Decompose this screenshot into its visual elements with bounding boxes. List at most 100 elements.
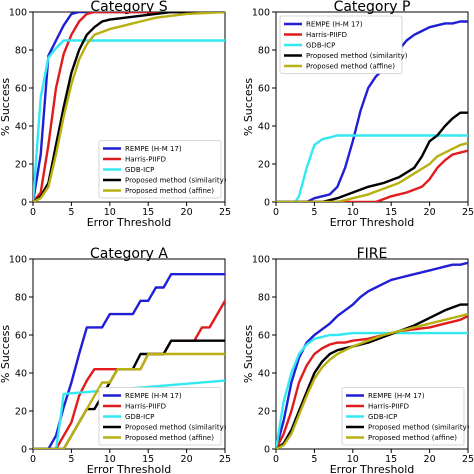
- legend-label-proposed-method-similarity: Proposed method (similarity): [125, 424, 227, 432]
- chart-panel-category-a: 0 5 10 15 20 25 0 20 40 60 80 100 Category A Error Th…: [0, 246, 231, 474]
- y-tick-label: 80: [15, 293, 27, 304]
- x-tick-label: 25: [219, 207, 231, 218]
- x-tick-label: 5: [311, 454, 317, 465]
- y-tick-label: 60: [258, 331, 270, 342]
- x-tick-label: 25: [462, 207, 474, 218]
- y-tick-label: 80: [15, 46, 27, 57]
- x-tick-label: 20: [424, 207, 436, 218]
- y-tick-label: 80: [258, 293, 270, 304]
- y-tick-label: 100: [9, 8, 27, 19]
- series-line-proposed-method-affine: [33, 352, 225, 449]
- legend-label-harris-piifd: Harris-PIIFD: [125, 403, 166, 411]
- x-axis-label: Error Threshold: [330, 463, 415, 474]
- series-line-proposed-method-similarity: [276, 303, 468, 449]
- x-tick-label: 10: [104, 454, 116, 465]
- chart-panel-fire: 0 5 10 15 20 25 0 20 40 60 80 100 FIRE Error Threshol…: [242, 246, 474, 474]
- x-tick-label: 20: [424, 454, 436, 465]
- y-tick-label: 20: [15, 407, 27, 418]
- y-tick-label: 80: [258, 46, 270, 57]
- x-tick-label: 15: [385, 207, 397, 218]
- x-tick-label: 15: [142, 454, 154, 465]
- series-line-proposed-method-similarity: [276, 111, 468, 202]
- chart-panel-category-p: 0 5 10 15 20 25 0 20 40 60 80 100 Category P Error Th…: [242, 0, 474, 229]
- y-axis-label: % Success: [0, 78, 12, 136]
- legend-box: [98, 140, 222, 199]
- legend-label-rempe-h-m-17: REMPE (H-M 17): [125, 145, 182, 153]
- x-tick-label: 15: [142, 207, 154, 218]
- y-tick-label: 40: [15, 369, 27, 380]
- legend-label-gdb-icp: GDB-ICP: [368, 413, 397, 421]
- series-line-rempe-h-m-17: [276, 261, 468, 449]
- x-axis-label: Error Threshold: [87, 463, 172, 474]
- series-line-proposed-method-affine: [276, 312, 468, 449]
- legend-label-harris-piifd: Harris-PIIFD: [368, 403, 409, 411]
- y-tick-label: 0: [21, 198, 27, 209]
- legend-label-harris-piifd: Harris-PIIFD: [306, 31, 347, 39]
- y-tick-label: 60: [258, 84, 270, 95]
- series-line-proposed-method-similarity: [33, 12, 225, 202]
- x-axis-label: Error Threshold: [330, 216, 415, 229]
- x-tick-label: 0: [273, 454, 279, 465]
- chart-title: Category A: [90, 246, 168, 262]
- series-line-gdb-icp: [276, 134, 468, 202]
- x-tick-label: 25: [219, 454, 231, 465]
- chart-title: Category P: [334, 0, 411, 15]
- y-tick-label: 20: [258, 407, 270, 418]
- chart-panel-category-s: 0 5 10 15 20 25 0 20 40 60 80 100 Category S Error Th…: [0, 0, 231, 229]
- x-tick-label: 20: [181, 207, 193, 218]
- y-axis-label: % Success: [242, 325, 255, 383]
- y-tick-label: 40: [15, 122, 27, 133]
- legend-label-proposed-method-similarity: Proposed method (similarity): [306, 52, 408, 60]
- legend-label-proposed-method-affine: Proposed method (affine): [368, 434, 457, 442]
- legend: REMPE (H-M 17) Harris-PIIFD GDB-ICP Propose…: [341, 387, 470, 446]
- y-axis-label: % Success: [0, 325, 12, 383]
- y-tick-label: 40: [258, 122, 270, 133]
- series-line-harris-piifd: [33, 12, 225, 202]
- series-line-harris-piifd: [276, 314, 468, 449]
- legend-box: [98, 387, 222, 446]
- y-tick-label: 100: [9, 255, 27, 266]
- legend: REMPE (H-M 17) Harris-PIIFD GDB-ICP Propose…: [98, 387, 227, 446]
- legend-label-proposed-method-affine: Proposed method (affine): [306, 63, 395, 71]
- x-tick-label: 20: [181, 454, 193, 465]
- y-tick-label: 40: [258, 369, 270, 380]
- x-tick-label: 10: [104, 207, 116, 218]
- legend: REMPE (H-M 17) Harris-PIIFD GDB-ICP Propose…: [98, 140, 227, 199]
- y-tick-label: 20: [15, 160, 27, 171]
- legend-box: [279, 15, 403, 74]
- legend-label-proposed-method-affine: Proposed method (affine): [125, 434, 214, 442]
- legend-box: [341, 387, 465, 446]
- series-line-rempe-h-m-17: [33, 273, 225, 449]
- x-tick-label: 0: [273, 207, 279, 218]
- legend-label-gdb-icp: GDB-ICP: [125, 413, 154, 421]
- y-axis-label: % Success: [242, 78, 255, 136]
- y-tick-label: 0: [264, 198, 270, 209]
- legend-label-harris-piifd: Harris-PIIFD: [125, 156, 166, 164]
- x-tick-label: 5: [68, 207, 74, 218]
- x-tick-label: 10: [347, 454, 359, 465]
- y-tick-label: 0: [264, 445, 270, 456]
- x-axis-label: Error Threshold: [87, 216, 172, 229]
- x-tick-label: 0: [30, 207, 36, 218]
- legend-label-proposed-method-similarity: Proposed method (similarity): [125, 177, 227, 185]
- x-tick-label: 5: [68, 454, 74, 465]
- legend: REMPE (H-M 17) Harris-PIIFD GDB-ICP Propose…: [279, 15, 408, 74]
- x-tick-label: 5: [311, 207, 317, 218]
- series-line-harris-piifd: [276, 149, 468, 202]
- x-tick-label: 0: [30, 454, 36, 465]
- x-tick-label: 10: [347, 207, 359, 218]
- chart-title: FIRE: [357, 246, 388, 262]
- legend-label-proposed-method-affine: Proposed method (affine): [125, 187, 214, 195]
- x-tick-label: 15: [385, 454, 397, 465]
- series-line-rempe-h-m-17: [33, 12, 225, 202]
- legend-label-rempe-h-m-17: REMPE (H-M 17): [306, 21, 363, 29]
- series-line-proposed-method-affine: [33, 12, 225, 202]
- y-tick-label: 0: [21, 445, 27, 456]
- legend-label-proposed-method-similarity: Proposed method (similarity): [368, 424, 470, 432]
- legend-label-gdb-icp: GDB-ICP: [125, 166, 154, 174]
- chart-title: Category S: [90, 0, 167, 15]
- legend-label-rempe-h-m-17: REMPE (H-M 17): [368, 392, 425, 400]
- legend-label-rempe-h-m-17: REMPE (H-M 17): [125, 392, 182, 400]
- y-tick-label: 100: [252, 255, 270, 266]
